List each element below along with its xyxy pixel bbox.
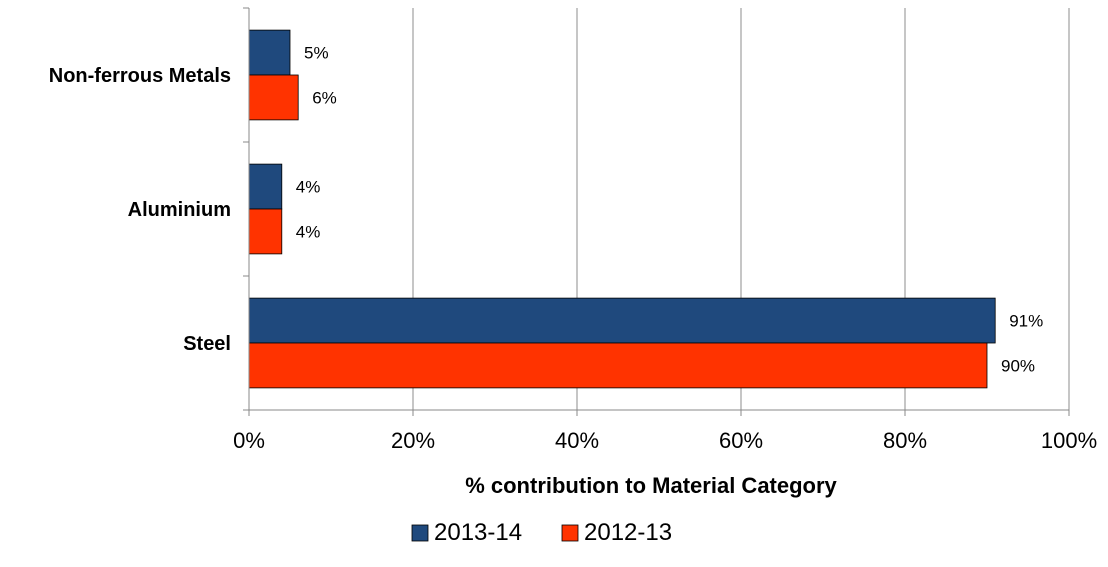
x-tick-label: 20% [391,428,435,453]
bar [248,208,283,255]
bar [248,342,988,389]
data-label: 91% [1009,312,1043,331]
legend-label: 2012-13 [584,519,672,546]
x-tick-label: 40% [555,428,599,453]
legend-swatch [411,524,429,542]
x-tick-labels: 0% 20% 40% 60% 80% 100% [233,428,1097,453]
legend-label: 2013-14 [434,519,522,546]
category-label: Steel [183,333,231,355]
category-label: Aluminium [128,199,231,221]
bar [248,74,299,121]
data-label: 90% [1001,356,1035,375]
category-labels: Non-ferrous Metals Aluminium Steel [49,65,231,355]
bar [248,297,996,344]
bar [248,163,283,210]
bars [248,29,996,389]
category-label: Non-ferrous Metals [49,65,231,87]
data-label: 4% [296,178,321,197]
x-tick-label: 0% [233,428,265,453]
legend-item: 2012-13 [561,519,672,546]
data-label: 5% [304,44,329,63]
legend-item: 2013-14 [411,519,522,546]
x-tick-label: 100% [1041,428,1097,453]
data-labels: 5% 6% 4% 4% 91% 90% [296,44,1043,376]
axes [248,8,1069,411]
data-label: 4% [296,222,321,241]
x-tick-label: 60% [719,428,763,453]
data-label: 6% [312,88,337,107]
x-tick-label: 80% [883,428,927,453]
legend: 2013-14 2012-13 [411,519,672,546]
legend-swatch [561,524,579,542]
x-axis-title: % contribution to Material Category [465,473,837,498]
bar [248,29,291,76]
